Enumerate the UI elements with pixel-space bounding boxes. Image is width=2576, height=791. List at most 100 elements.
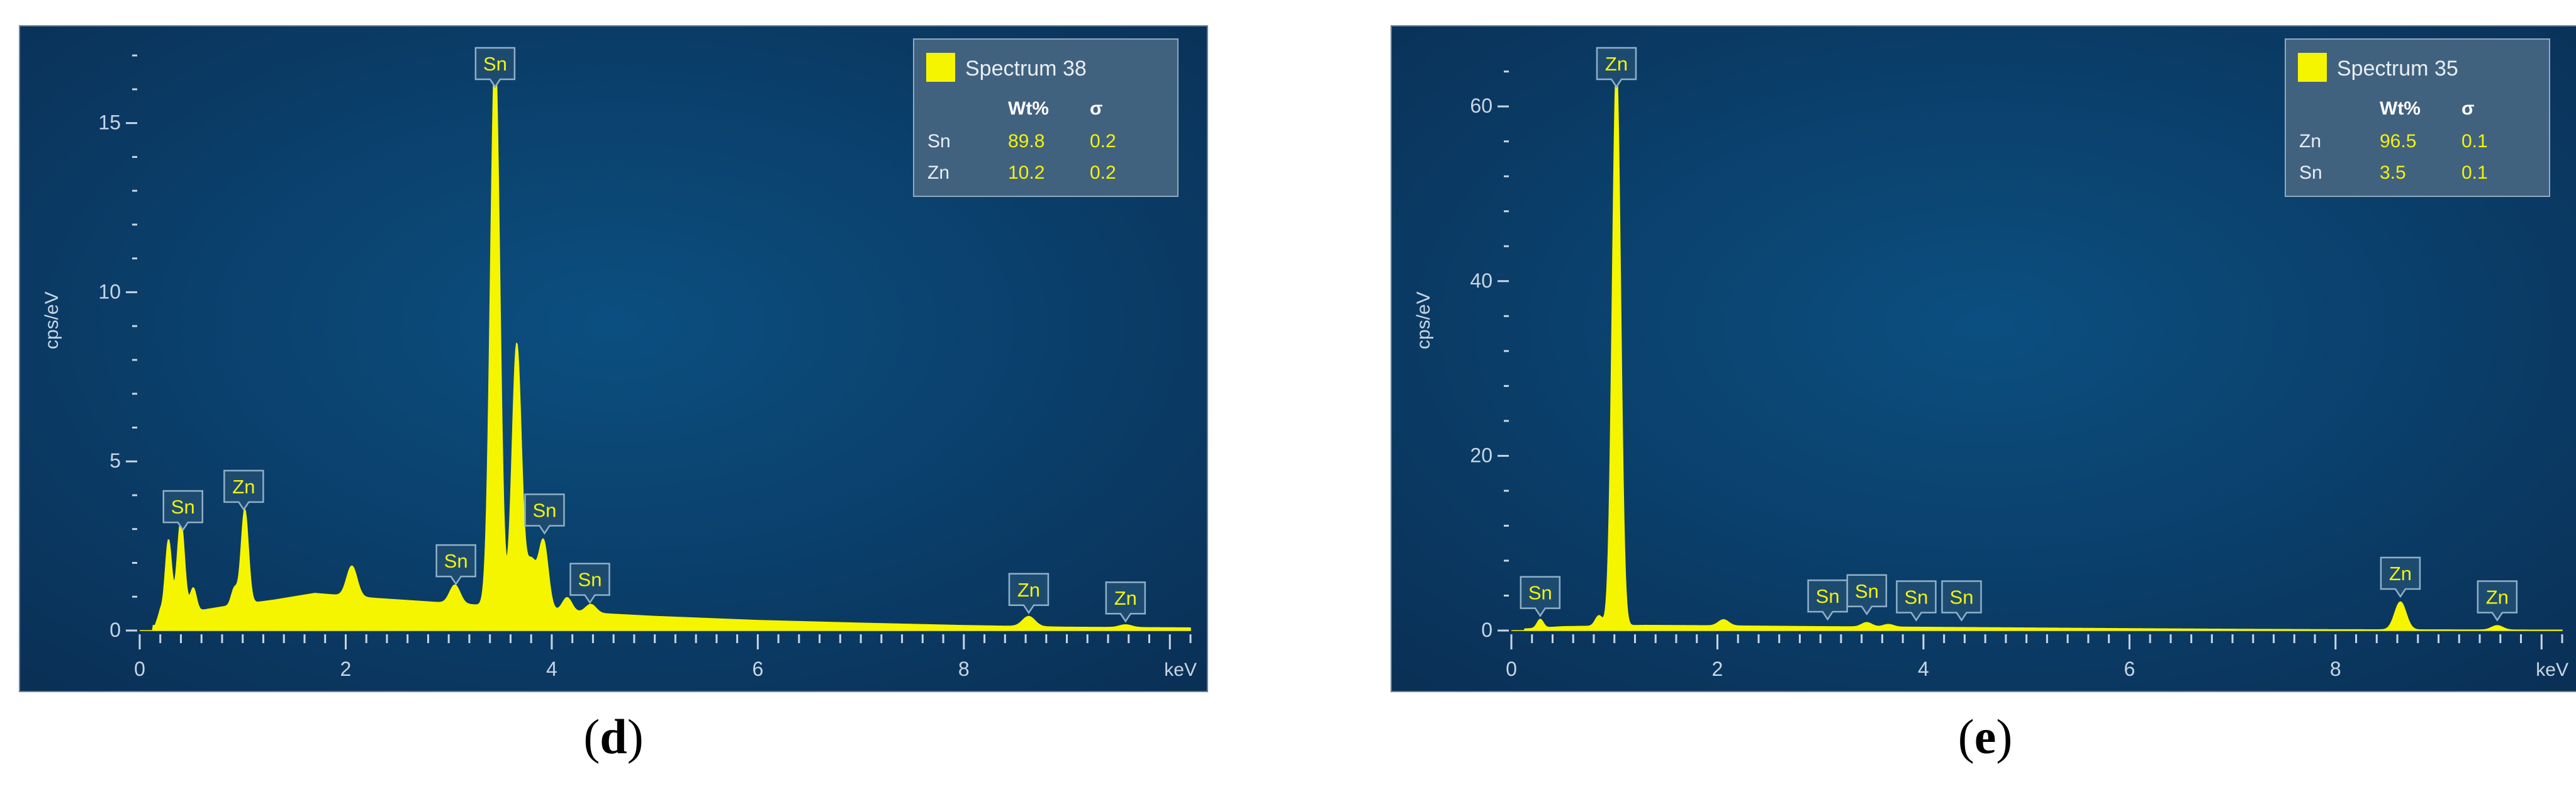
peak-label-box xyxy=(474,47,516,89)
x-tick-label: 8 xyxy=(2330,658,2341,680)
peak-label: Sn xyxy=(162,490,204,532)
x-tick-label: 0 xyxy=(1506,658,1517,680)
y-tick-label: 40 xyxy=(1470,269,1492,292)
y-tick-label: 0 xyxy=(1481,619,1492,641)
peak-label-text: Zn xyxy=(2486,586,2509,609)
x-tick-label: 0 xyxy=(134,658,145,680)
legend-row-element: Zn xyxy=(2299,131,2321,152)
x-tick-label: 6 xyxy=(2124,658,2135,680)
peak-label-text: Zn xyxy=(232,476,255,498)
y-axis-label: cps/eV xyxy=(1413,291,1434,349)
peak-label-text: Sn xyxy=(1904,586,1928,609)
spectrum-area xyxy=(1511,62,2563,631)
peak-label-box xyxy=(524,493,565,535)
panel-caption-e: (e) xyxy=(1957,709,2013,764)
legend-box xyxy=(2285,38,2550,197)
legend-row-element: Sn xyxy=(927,131,951,152)
x-tick-label: 2 xyxy=(1712,658,1723,680)
peak-label-text: Sn xyxy=(1855,580,1879,602)
x-axis-label: keV xyxy=(2536,659,2568,680)
peak-label-text: Sn xyxy=(171,496,195,518)
legend-box xyxy=(913,38,1179,197)
peak-label-text: Sn xyxy=(1950,586,1974,609)
peak-label-box xyxy=(1896,580,1937,622)
legend-row-element: Zn xyxy=(927,162,949,183)
peak-label-text: Zn xyxy=(2389,563,2412,585)
peak-label-text: Sn xyxy=(532,499,556,521)
y-tick-label: 20 xyxy=(1470,444,1492,466)
legend-row-wt: 89.8 xyxy=(1008,131,1044,152)
edx-spectrum-chart-d: 0 5 10 15 cps/eV 0 2 4 6 8 keV Sn Zn Sn Sn Sn Sn Zn Zn Spec… xyxy=(19,25,1208,692)
peak-label: Sn xyxy=(1941,580,1982,622)
panel-e: 0 20 40 60 cps/eV 0 2 4 6 8 keV Sn Zn Sn Sn Sn Sn Zn Zn Spe… xyxy=(1391,0,2576,791)
peak-label-box xyxy=(2380,556,2421,598)
legend-row-sigma: 0.2 xyxy=(1090,162,1116,183)
peak-label: Zn xyxy=(1105,581,1146,623)
peak-label-text: Sn xyxy=(1528,582,1552,604)
peak-label-box xyxy=(1008,573,1050,615)
legend-row-wt: 96.5 xyxy=(2380,131,2416,152)
y-tick-label: 0 xyxy=(109,619,121,641)
peak-label-box xyxy=(435,544,476,586)
peak-label: Zn xyxy=(1596,47,1637,89)
legend-row-sigma: 0.2 xyxy=(1090,131,1116,152)
x-tick-label: 4 xyxy=(1918,658,1929,680)
peak-label: Zn xyxy=(2477,580,2518,622)
legend-swatch xyxy=(926,53,955,82)
x-tick-label: 2 xyxy=(340,658,352,680)
legend-title: Spectrum 35 xyxy=(2337,57,2458,81)
peak-label-box xyxy=(1941,580,1982,622)
y-tick-label: 10 xyxy=(98,280,121,303)
legend-header: σ xyxy=(2461,98,2475,119)
peak-label: Sn xyxy=(1807,579,1848,621)
peak-label-box xyxy=(1846,574,1888,616)
y-tick-label: 5 xyxy=(109,449,121,472)
peak-label: Zn xyxy=(2380,556,2421,598)
chart-svg-e: 0 20 40 60 cps/eV 0 2 4 6 8 keV Sn Zn Sn Sn Sn Sn Zn Zn Spe… xyxy=(1392,26,2576,691)
peak-label-text: Sn xyxy=(578,569,602,591)
peak-label-text: Zn xyxy=(1605,53,1628,75)
legend: Spectrum 35 Wt% σ Zn 96.5 0.1 Sn 3.5 0.1 xyxy=(2285,38,2550,197)
peak-label-box xyxy=(162,490,204,532)
x-tick-label: 8 xyxy=(958,658,970,680)
peak-label-box xyxy=(1520,576,1561,617)
legend-header: σ xyxy=(1090,98,1103,119)
y-tick-label: 60 xyxy=(1470,94,1492,117)
legend-row-element: Sn xyxy=(2299,162,2322,183)
peak-label: Zn xyxy=(223,469,264,512)
peak-label: Sn xyxy=(1520,576,1561,617)
x-axis-label: keV xyxy=(1164,659,1197,680)
legend: Spectrum 38 Wt% σ Sn 89.8 0.2 Zn 10.2 0.2 xyxy=(913,38,1179,197)
panel-caption-d: (d) xyxy=(583,709,644,764)
peak-label: Sn xyxy=(1846,574,1888,616)
peak-label: Sn xyxy=(474,47,516,89)
peak-label-text: Sn xyxy=(1816,585,1840,607)
spectrum-area xyxy=(140,48,1191,631)
peak-label-text: Zn xyxy=(1017,579,1040,601)
peak-label-box xyxy=(569,563,610,604)
peak-label: Sn xyxy=(1896,580,1937,622)
peak-label: Zn xyxy=(1008,573,1050,615)
peak-label-text: Sn xyxy=(483,53,507,75)
panel-d: 0 5 10 15 cps/eV 0 2 4 6 8 keV Sn Zn Sn Sn Sn Sn Zn Zn Spec… xyxy=(19,0,1208,791)
peak-label-text: Zn xyxy=(1114,587,1137,609)
peak-label: Sn xyxy=(569,563,610,604)
peak-label-box xyxy=(2477,580,2518,622)
legend-row-sigma: 0.1 xyxy=(2461,162,2488,183)
edx-spectrum-chart-e: 0 20 40 60 cps/eV 0 2 4 6 8 keV Sn Zn Sn Sn Sn Sn Zn Zn Spe… xyxy=(1391,25,2576,692)
peak-label-box xyxy=(1105,581,1146,623)
x-tick-label: 4 xyxy=(546,658,557,680)
legend-header: Wt% xyxy=(2380,98,2421,119)
legend-row-sigma: 0.1 xyxy=(2461,131,2488,152)
legend-row-wt: 10.2 xyxy=(1008,162,1044,183)
peak-label-box xyxy=(1596,47,1637,89)
y-axis-label: cps/eV xyxy=(42,291,62,349)
peak-label-box xyxy=(223,469,264,512)
legend-swatch xyxy=(2298,53,2327,82)
peak-label-text: Sn xyxy=(444,550,468,572)
peak-label: Sn xyxy=(435,544,476,586)
y-tick-label: 15 xyxy=(98,111,121,134)
peak-label: Sn xyxy=(524,493,565,535)
legend-title: Spectrum 38 xyxy=(965,57,1087,81)
